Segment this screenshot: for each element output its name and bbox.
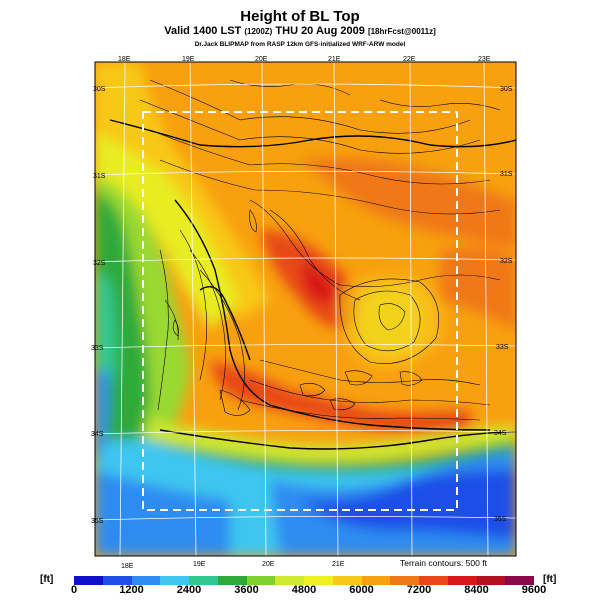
colorbar-swatch <box>102 576 132 585</box>
unit-right: [ft] <box>543 574 557 585</box>
colorbar-swatch <box>476 576 506 585</box>
colorbar-swatch <box>189 576 218 585</box>
lon-label: 21E <box>328 56 341 63</box>
forecast-info: [18hrFcst@0011z] <box>367 27 436 36</box>
height-field <box>95 62 516 556</box>
lon-label: 23E <box>478 56 491 63</box>
colorbar-tick-label: 7200 <box>406 584 432 596</box>
colorbar-swatch <box>246 576 276 585</box>
colorbar-swatch <box>505 576 534 585</box>
lat-label: 30S <box>500 86 513 93</box>
lon-label: 20E <box>255 56 268 63</box>
colorbar-swatch <box>275 576 304 585</box>
colorbar-tick-label: 4800 <box>291 584 317 596</box>
valid-date: THU 20 Aug 2009 <box>275 25 365 37</box>
model-credit: Dr.Jack BLIPMAP from RASP 12km GFS-initi… <box>194 41 406 48</box>
map-frame <box>94 61 517 557</box>
lon-label: 18E <box>121 563 134 570</box>
lat-label: 32S <box>500 258 513 265</box>
utc-time: (1200Z) <box>244 27 273 36</box>
lon-label: 18E <box>118 56 131 63</box>
colorbar-tick-label: 3600 <box>234 584 259 596</box>
lon-label: 22E <box>403 56 416 63</box>
colorbar-swatch <box>160 576 189 585</box>
colorbar-swatch <box>390 576 419 585</box>
colorbar <box>74 576 534 585</box>
lat-label: 30S <box>93 86 106 93</box>
colorbar-swatch <box>304 576 333 585</box>
lat-label: 35S <box>91 518 104 525</box>
lat-label: 33S <box>496 344 509 351</box>
major-contours <box>109 119 516 450</box>
graticule <box>95 62 516 556</box>
lon-label: 20E <box>262 561 275 568</box>
colorbar-tick-label: 1200 <box>119 584 144 596</box>
colorbar-swatch <box>131 576 161 585</box>
inner-domain-box <box>142 111 458 511</box>
unit-left: [ft] <box>40 574 54 585</box>
lon-label: 19E <box>193 561 206 568</box>
colorbar-swatch <box>217 576 247 585</box>
terrain-contours <box>139 79 501 421</box>
colorbar-swatch <box>332 576 362 585</box>
colorbar-tick-label: 2400 <box>176 584 202 596</box>
lat-label: 33S <box>91 345 104 352</box>
lon-label: 19E <box>182 56 195 63</box>
colorbar-tick-label: 8400 <box>464 584 489 596</box>
map-subtitle: Valid 1400 LST (1200Z) THU 20 Aug 2009 [… <box>0 25 600 37</box>
lat-label: 34S <box>91 431 104 438</box>
lat-label: 32S <box>93 260 106 267</box>
lon-label: 21E <box>332 561 345 568</box>
colorbar-swatch <box>361 576 391 585</box>
valid-time: Valid 1400 LST <box>164 25 242 37</box>
colorbar-tick-label: 9600 <box>521 584 547 596</box>
map-title: Height of BL Top <box>240 8 360 25</box>
colorbar-swatch <box>74 576 103 585</box>
colorbar-tick-label: 0 <box>70 584 78 596</box>
axis-labels: 18E 19E 20E 21E 22E 23E 18E 19E 20E 21E … <box>91 56 513 570</box>
terrain-note: Terrain contours: 500 ft <box>400 558 488 568</box>
lat-label: 31S <box>93 173 106 180</box>
lat-label: 35S <box>494 516 507 523</box>
colorbar-tick-label: 6000 <box>349 584 374 596</box>
lat-label: 31S <box>500 171 513 178</box>
colorbar-swatch <box>447 576 477 585</box>
colorbar-swatch <box>419 576 448 585</box>
lat-label: 34S <box>494 430 507 437</box>
